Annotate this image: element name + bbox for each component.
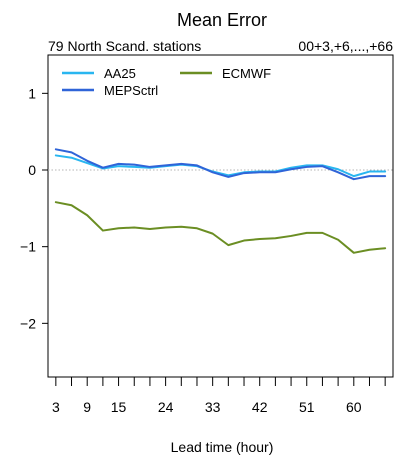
x-tick-label: 51 — [299, 399, 315, 415]
series-layer — [54, 148, 387, 254]
x-tick-label: 42 — [252, 399, 268, 415]
x-axis-title: Lead time (hour) — [171, 439, 274, 455]
chart-subtitle-lead-times: 00+3,+6,...,+66 — [298, 38, 393, 54]
y-axis: −2 −1 0 1 — [20, 85, 48, 331]
x-tick-label: 33 — [205, 399, 221, 415]
legend-label-mepsctrl: MEPSctrl — [104, 83, 158, 98]
chart-title: Mean Error — [177, 10, 267, 30]
x-tick-label: 3 — [52, 399, 60, 415]
x-tick-label: 15 — [111, 399, 127, 415]
series-line-ecmwf — [54, 201, 387, 254]
y-tick-label: 0 — [28, 162, 36, 178]
x-axis: 3 9 15 24 33 42 51 60 — [52, 377, 386, 415]
legend-label-aa25: AA25 — [104, 66, 136, 81]
plot-area — [47, 54, 394, 378]
legend-label-ecmwf: ECMWF — [222, 66, 271, 81]
x-tick-label: 24 — [158, 399, 174, 415]
y-tick-label: −2 — [20, 315, 36, 331]
x-tick-label: 60 — [346, 399, 362, 415]
x-tick-label: 9 — [83, 399, 91, 415]
legend-items: AA25 MEPSctrl ECMWF — [62, 66, 271, 98]
y-tick-label: −1 — [20, 239, 36, 255]
series-line-aa25 — [54, 154, 387, 178]
y-tick-label: 1 — [28, 85, 36, 101]
legend: AA25 MEPSctrl ECMWF — [62, 66, 271, 98]
series-line-mepsctrl — [54, 148, 387, 181]
chart-subtitle-stations: 79 North Scand. stations — [48, 38, 201, 54]
